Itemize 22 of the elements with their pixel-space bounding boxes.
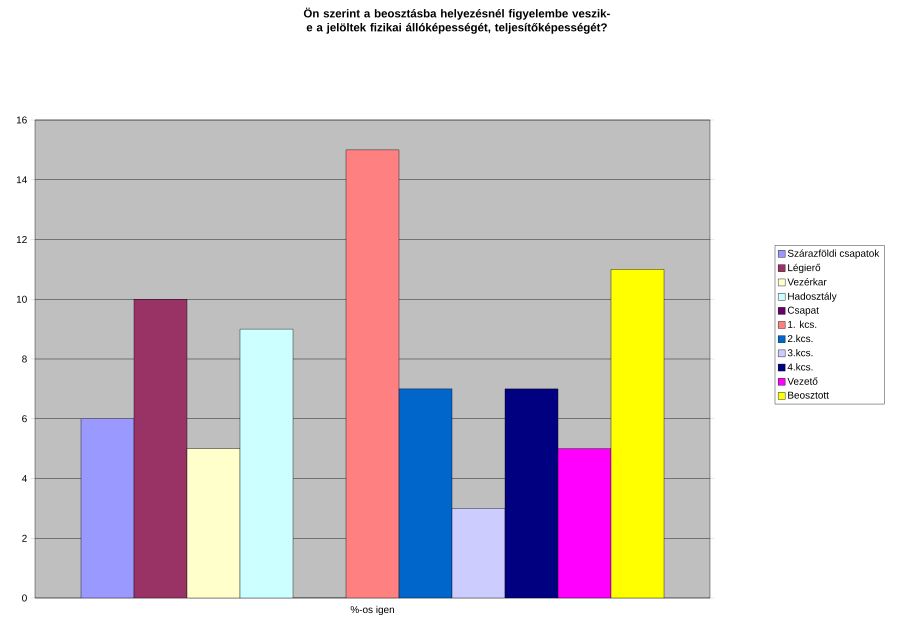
y-tick-label: 12 [16,236,27,243]
legend-label: Légierő [788,264,820,274]
legend-label: 3.kcs. [788,349,812,356]
y-tick-label: 6 [22,415,27,422]
y-tick-label: 8 [22,355,27,363]
chart-title: Ön szerint a beosztásba helyezésnél figyelembe veszik-e a jelöltek fizikai állóképességét, teljesítőképességét? [304,8,610,34]
legend-label: Hadosztály [788,292,837,302]
legend-label: Vezető [787,377,818,385]
legend-label: Csapat [788,306,819,316]
y-tick-label: 14 [16,176,27,184]
y-tick-label: 10 [16,296,27,303]
legend-label: 1. kcs. [788,320,816,328]
x-tick-label: %-os igen [350,606,394,616]
y-tick-label: 0 [22,594,27,602]
legend-label: Vezérkar [787,278,827,286]
y-tick-label: 4 [22,475,27,482]
legend-label: Szárazföldi csapatok [788,249,880,259]
legend-label: Beosztott [788,392,829,399]
y-tick-label: 16 [16,116,27,124]
legend-label: 4.kcs. [788,363,812,371]
legend-label: 2.kcs. [788,334,812,342]
y-tick-label: 2 [22,534,27,542]
